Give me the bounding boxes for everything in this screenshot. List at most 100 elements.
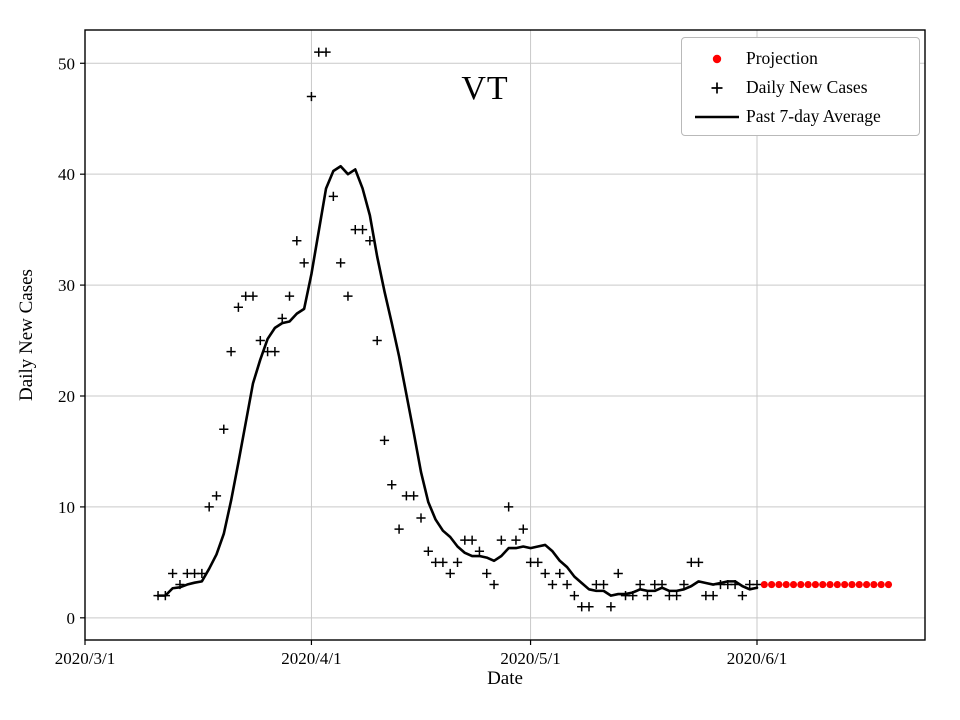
daily-case-marker: [328, 191, 338, 201]
daily-case-marker: [569, 591, 579, 601]
axis-ticks: [80, 62, 758, 645]
daily-case-marker: [409, 491, 419, 501]
chart-title: VT: [461, 70, 509, 107]
legend-label: Past 7-day Average: [746, 105, 881, 126]
daily-case-marker: [511, 535, 521, 545]
daily-case-marker: [467, 535, 477, 545]
y-tick-label: 0: [67, 609, 76, 628]
daily-case-marker: [474, 546, 485, 556]
daily-case-marker: [372, 335, 382, 346]
daily-case-marker: [482, 568, 492, 579]
axes-frame: [84, 29, 926, 641]
daily-case-marker: [423, 546, 433, 556]
daily-case-marker: [168, 568, 178, 579]
legend-item-projection: Projection: [688, 46, 911, 71]
legend-item-past-7day-average: Past 7-day Average: [688, 104, 911, 129]
daily-case-marker: [160, 591, 170, 601]
daily-case-marker: [730, 579, 740, 590]
y-tick-label: 50: [58, 54, 75, 73]
projection-dot: [768, 580, 776, 589]
projection-dots: [760, 580, 893, 589]
daily-case-marker: [672, 591, 682, 601]
legend-label: Projection: [746, 47, 818, 68]
daily-case-marker: [219, 424, 229, 434]
daily-case-marker: [175, 579, 185, 590]
daily-case-marker: [657, 579, 667, 590]
daily-case-marker: [635, 579, 645, 590]
daily-case-marker: [365, 236, 375, 246]
daily-case-marker: [555, 568, 565, 579]
plot-border: [84, 29, 926, 641]
daily-case-marker: [489, 579, 499, 590]
y-tick-label: 10: [58, 498, 75, 517]
daily-case-marker: [270, 347, 280, 357]
legend-label: Daily New Cases: [746, 76, 868, 97]
projection-dot: [760, 580, 768, 589]
daily-case-marker: [737, 591, 747, 601]
daily-case-marker: [452, 557, 463, 567]
y-tick-label: 30: [58, 276, 75, 295]
projection-dot: [841, 580, 849, 589]
daily-case-marker: [197, 568, 207, 579]
projection-dot: [870, 580, 878, 589]
legend: Projection Daily New Cases Past 7-day Av…: [681, 37, 920, 136]
projection-dot: [797, 580, 805, 589]
x-tick-label: 2020/5/1: [500, 649, 560, 668]
legend-item-daily-new-cases: Daily New Cases: [688, 75, 911, 100]
daily-case-marker: [336, 258, 346, 268]
daily-case-marker: [321, 47, 331, 57]
projection-dot: [811, 580, 820, 589]
daily-case-marker: [357, 225, 368, 235]
daily-case-marker: [496, 535, 506, 545]
daily-case-marker: [277, 313, 287, 323]
projection-dot: [833, 580, 841, 589]
daily-case-marker: [693, 557, 704, 567]
daily-case-marker: [606, 602, 616, 612]
daily-case-marker: [504, 502, 514, 512]
daily-case-marker: [533, 557, 543, 567]
daily-case-marker: [540, 568, 550, 579]
daily-case-marker: [679, 579, 689, 590]
daily-case-marker: [518, 524, 528, 534]
daily-case-marker: [628, 591, 638, 601]
daily-case-marker: [445, 568, 455, 579]
tick-labels: 2020/3/1 2020/4/1 2020/5/1 2020/6/1 0 10 20 30 4…: [55, 54, 787, 668]
y-tick-label: 40: [58, 165, 75, 184]
projection-dot-icon: [688, 48, 746, 70]
projection-dot: [855, 580, 863, 589]
daily-case-marker: [255, 335, 265, 346]
projection-dot: [848, 580, 856, 589]
daily-cases-markers: [153, 47, 762, 612]
projection-dot: [877, 580, 885, 589]
projection-dot: [789, 580, 798, 589]
daily-case-marker: [284, 291, 295, 301]
daily-case-marker: [547, 579, 558, 590]
daily-case-marker: [306, 91, 317, 102]
projection-dot: [826, 580, 834, 589]
daily-case-marker: [379, 435, 390, 445]
projection-dot: [884, 580, 893, 589]
projection-dot: [862, 580, 871, 589]
projection-dot: [804, 580, 812, 589]
x-axis-label: Date: [487, 668, 523, 689]
daily-case-marker: [584, 602, 594, 612]
projection-dot: [819, 580, 827, 589]
daily-case-marker: [233, 302, 243, 312]
daily-case-marker: [387, 480, 397, 490]
y-tick-label: 20: [58, 387, 75, 406]
daily-case-marker: [708, 591, 718, 601]
daily-case-marker: [599, 579, 609, 590]
daily-case-marker: [343, 291, 353, 301]
x-tick-label: 2020/4/1: [281, 649, 341, 668]
daily-case-marker: [438, 557, 448, 567]
daily-case-marker: [292, 236, 302, 246]
daily-case-marker: [416, 513, 426, 523]
x-tick-label: 2020/3/1: [55, 649, 115, 668]
avg-line: [156, 164, 759, 597]
daily-case-marker: [562, 579, 572, 590]
daily-case-marker: [204, 502, 214, 512]
daily-case-marker: [394, 524, 404, 534]
daily-case-marker: [642, 591, 653, 601]
